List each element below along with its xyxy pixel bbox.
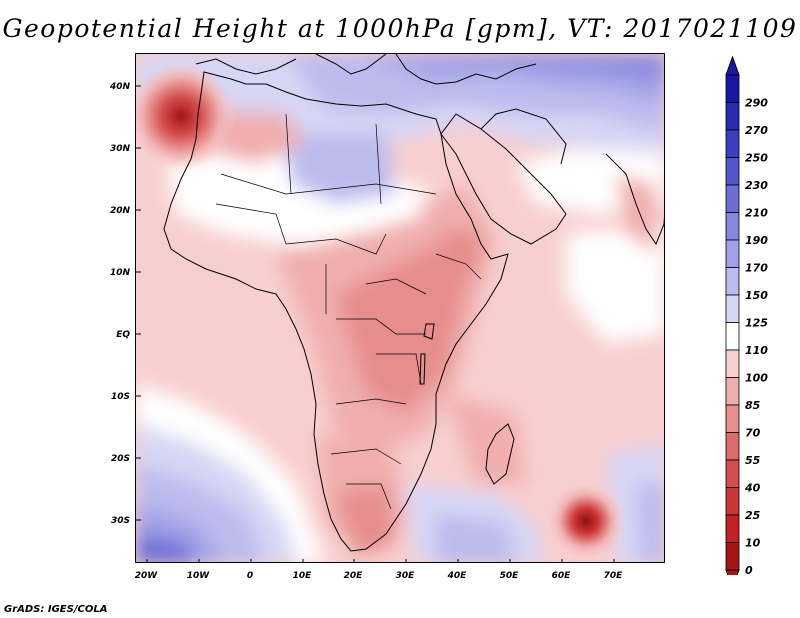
credit-text: GrADS: IGES/COLA — [4, 604, 108, 615]
colorbar-label: 230 — [745, 179, 768, 192]
colorbar-label: 250 — [745, 152, 768, 165]
colorbar-label: 100 — [745, 372, 768, 385]
colorbar-swatch — [725, 404, 740, 433]
lat-label: 30S — [111, 516, 130, 526]
map-svg — [136, 54, 664, 562]
colorbar-label: 290 — [745, 97, 768, 110]
colorbar-swatch — [725, 212, 740, 241]
lat-label: 10N — [110, 268, 131, 278]
lon-label: 40E — [447, 571, 468, 581]
colorbar-label: 110 — [745, 344, 768, 357]
colorbar-label: 70 — [745, 427, 761, 440]
lat-label: 20S — [111, 454, 130, 464]
colorbar-swatch — [725, 487, 740, 516]
lon-label: 0 — [247, 571, 253, 581]
map-area — [135, 53, 665, 563]
colorbar-swatch — [725, 102, 740, 131]
colorbar-label: 150 — [745, 289, 768, 302]
colorbar-swatch — [725, 129, 740, 158]
colorbar-swatch — [725, 377, 740, 406]
colorbar-swatch — [725, 459, 740, 488]
low-center-east — [546, 481, 626, 561]
lon-label: 20E — [344, 571, 364, 581]
lat-ticks — [136, 85, 141, 521]
colorbar-swatch — [725, 432, 740, 461]
lat-label: EQ — [116, 330, 130, 340]
low-center-west — [136, 61, 236, 171]
colorbar-swatch — [725, 157, 740, 186]
lat-label: 10S — [111, 392, 130, 402]
colorbar-swatch — [725, 322, 740, 351]
colorbar-swatch — [725, 514, 740, 543]
colorbar: 2902702502302101901701501251101008570554… — [725, 55, 768, 575]
colorbar-label: 10 — [745, 537, 761, 550]
lon-label: 70E — [604, 571, 624, 581]
colorbar-label: 55 — [745, 454, 761, 467]
lon-label: 60E — [552, 571, 572, 581]
lon-ticks — [146, 559, 615, 562]
colorbar-label: 0 — [745, 564, 753, 575]
lon-label: 20W — [135, 571, 159, 581]
colorbar-label: 270 — [745, 124, 768, 137]
country-borders — [215, 113, 482, 510]
lon-label: 10E — [293, 571, 313, 581]
colorbar-label: 25 — [745, 509, 761, 522]
lon-label: 30E — [396, 571, 416, 581]
lat-label: 30N — [110, 144, 131, 154]
lon-label: 50E — [500, 571, 520, 581]
chart-title: Geopotential Height at 1000hPa [gpm], VT… — [2, 14, 798, 43]
lon-label: 10W — [187, 571, 211, 581]
colorbar-label: 210 — [745, 207, 768, 220]
colorbar-label: 170 — [745, 262, 768, 275]
colorbar-label: 125 — [745, 317, 768, 330]
lat-label: 20N — [110, 206, 131, 216]
colorbar-swatch — [725, 239, 740, 268]
colorbar-swatch — [725, 267, 740, 296]
colorbar-label: 190 — [745, 234, 768, 247]
coastlines — [163, 54, 664, 552]
colorbar-label: 40 — [744, 482, 761, 495]
lat-label: 40N — [109, 82, 131, 92]
colorbar-bottom-arrow — [725, 569, 740, 575]
colorbar-top-arrow — [725, 55, 740, 76]
colorbar-label: 85 — [745, 399, 761, 412]
colorbar-swatch — [725, 294, 740, 323]
colorbar-swatch — [725, 349, 740, 378]
colorbar-swatch — [725, 74, 740, 103]
colorbar-swatch — [725, 542, 740, 571]
colorbar-swatch — [725, 184, 740, 213]
